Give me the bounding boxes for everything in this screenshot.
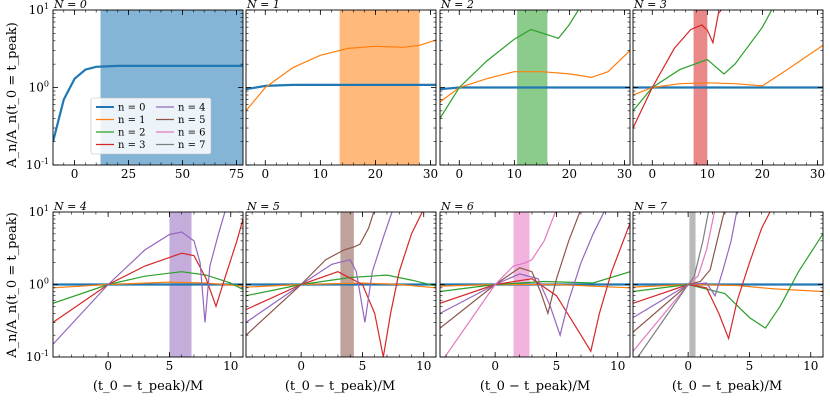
x-tick-label: 0 <box>491 359 499 373</box>
legend-label-n5: n = 5 <box>178 115 206 126</box>
curve-n1 <box>633 283 823 293</box>
panel-5: 0 5 10 N = 5 <box>245 200 437 373</box>
y-tick-label: 10-1 <box>26 157 49 172</box>
y-tick-label: 101 <box>29 204 49 219</box>
y-tick-label: 100 <box>29 80 49 95</box>
curve-n4 <box>53 212 226 345</box>
curve-n7 <box>637 212 710 357</box>
panel-title: N = 0 <box>53 0 87 11</box>
x-tick-label: 50 <box>175 167 190 181</box>
curve-n2 <box>440 271 630 293</box>
legend-label-n3: n = 3 <box>118 140 146 151</box>
panel-7: 0 5 10 N = 7 <box>632 200 824 373</box>
x-tick-label: 0 <box>455 167 463 181</box>
x-tick-label: 5 <box>359 359 367 373</box>
x-tick-label: 10 <box>803 359 818 373</box>
x-axis-label-1: (t_0 − t_peak)/M <box>93 379 203 394</box>
panel-2: 0 10 20 30 N = 2 <box>439 0 632 181</box>
panel-title: N = 5 <box>246 200 280 213</box>
panel-title: N = 1 <box>246 0 280 11</box>
panel-4: 0 5 10 10-1 100 101 N = 4 <box>26 200 244 373</box>
x-tick-label: 20 <box>368 167 383 181</box>
curve-n6 <box>444 212 556 357</box>
x-axis-label-2: (t_0 − t_peak)/M <box>285 379 395 394</box>
x-tick-label: 10 <box>700 167 715 181</box>
x-tick-label: 10 <box>223 359 238 373</box>
curve-n3 <box>633 10 723 129</box>
x-tick-label: 5 <box>553 359 561 373</box>
panel-title: N = 4 <box>53 200 87 213</box>
curve-n2 <box>53 271 243 304</box>
x-tick-label: 0 <box>71 167 79 181</box>
curve-n4 <box>246 212 393 323</box>
curve-n0 <box>440 86 630 91</box>
x-tick-label: 20 <box>755 167 770 181</box>
y-axis-label-bottom: A_n/A_n(t_0 = t_peak) <box>5 212 20 359</box>
x-tick-label: 10 <box>313 167 328 181</box>
curve-n3 <box>633 212 771 341</box>
x-tick-label: 30 <box>617 167 632 181</box>
legend-label-n4: n = 4 <box>178 103 206 114</box>
curve-n6 <box>633 212 716 352</box>
curve-n1 <box>246 39 436 112</box>
curve-n5 <box>440 212 581 329</box>
curve-n1 <box>246 282 436 289</box>
x-tick-label: 10 <box>507 167 522 181</box>
curve-n3 <box>53 218 243 323</box>
curve-n1 <box>53 281 243 289</box>
panel-6: 0 5 10 N = 6 <box>439 200 631 373</box>
curve-n3 <box>440 222 630 353</box>
panel-title: N = 3 <box>633 0 667 11</box>
x-tick-label: 0 <box>684 359 692 373</box>
panel-title: N = 7 <box>633 200 667 213</box>
legend-label-n0: n = 0 <box>118 103 146 114</box>
curve-n1 <box>633 44 823 96</box>
curve-n1 <box>440 50 630 103</box>
x-tick-label: 30 <box>423 167 438 181</box>
x-tick-label: 0 <box>648 167 656 181</box>
curve-n2 <box>246 274 436 297</box>
curve-n5 <box>633 212 725 333</box>
x-axis-label-4: (t_0 − t_peak)/M <box>672 379 782 394</box>
y-tick-label: 101 <box>29 2 49 17</box>
x-tick-label: 30 <box>810 167 825 181</box>
x-axis-label-3: (t_0 − t_peak)/M <box>480 379 590 394</box>
legend-label-n6: n = 6 <box>178 128 206 139</box>
legend-label-n2: n = 2 <box>118 128 146 139</box>
x-tick-label: 10 <box>416 359 431 373</box>
curve-n3 <box>246 212 423 357</box>
y-tick-label: 100 <box>29 277 49 292</box>
x-tick-label: 5 <box>166 359 174 373</box>
curve-n0 <box>53 64 243 142</box>
shaded-window <box>339 10 420 165</box>
x-tick-label: 25 <box>121 167 136 181</box>
panel-3: 0 10 20 30 N = 3 <box>632 0 825 181</box>
legend-label-n7: n = 7 <box>178 140 206 151</box>
curve-n5 <box>246 212 375 336</box>
x-tick-label: 0 <box>104 359 112 373</box>
curve-n2 <box>633 10 773 112</box>
x-tick-label: 75 <box>229 167 244 181</box>
x-tick-label: 5 <box>746 359 754 373</box>
y-tick-label: 10-1 <box>26 349 49 364</box>
panel-1: 0 10 20 30 N = 1 <box>245 0 438 181</box>
legend-label-n1: n = 1 <box>118 115 146 126</box>
curve-n4 <box>440 212 605 338</box>
x-tick-label: 0 <box>261 167 269 181</box>
legend-box <box>90 97 212 155</box>
curve-n0 <box>246 83 436 91</box>
curve-n1 <box>440 283 630 289</box>
curve-n4 <box>633 212 738 319</box>
panel-title: N = 6 <box>440 200 474 213</box>
curve-n2 <box>440 10 580 119</box>
curve-n2 <box>633 233 823 329</box>
panel-title: N = 2 <box>440 0 474 11</box>
x-tick-label: 0 <box>297 359 305 373</box>
y-axis-label-top: A_n/A_n(t_0 = t_peak) <box>5 22 20 169</box>
x-tick-label: 20 <box>562 167 577 181</box>
x-tick-label: 10 <box>610 359 625 373</box>
